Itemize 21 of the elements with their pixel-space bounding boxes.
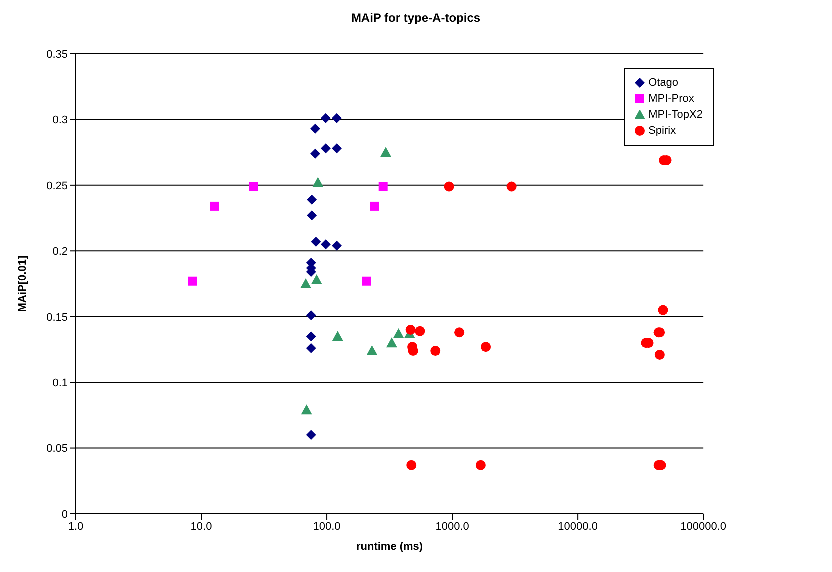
x-tick-label: 100.0 bbox=[313, 520, 341, 533]
legend-label: MPI-TopX2 bbox=[648, 108, 703, 123]
x-axis-title: runtime (ms) bbox=[356, 541, 424, 553]
x-tick-label: 10000.0 bbox=[558, 520, 598, 533]
legend-label: Spirix bbox=[648, 124, 676, 139]
y-tick-label: 0.25 bbox=[46, 180, 68, 192]
chart-title: MAiP for type-A-topics bbox=[350, 10, 482, 27]
x-tick-label: 1000.0 bbox=[436, 520, 470, 533]
y-tick-label: 0.05 bbox=[46, 443, 68, 456]
y-tick-label: 0.15 bbox=[46, 312, 68, 324]
y-tick-label: 0 bbox=[62, 508, 68, 521]
legend-label: MPI-Prox bbox=[648, 92, 694, 107]
y-axis-title: MAiP[0.01] bbox=[16, 256, 29, 312]
x-tick-label: 10.0 bbox=[190, 520, 212, 533]
y-tick-label: 0.2 bbox=[52, 246, 68, 258]
x-tick-label: 1.0 bbox=[68, 520, 84, 533]
y-tick-label: 0.3 bbox=[52, 114, 68, 127]
y-tick-label: 0.1 bbox=[52, 377, 68, 390]
y-tick-label: 0.35 bbox=[46, 48, 68, 61]
legend-label: Otago bbox=[648, 76, 679, 91]
x-tick-label: 100000.0 bbox=[680, 520, 727, 533]
